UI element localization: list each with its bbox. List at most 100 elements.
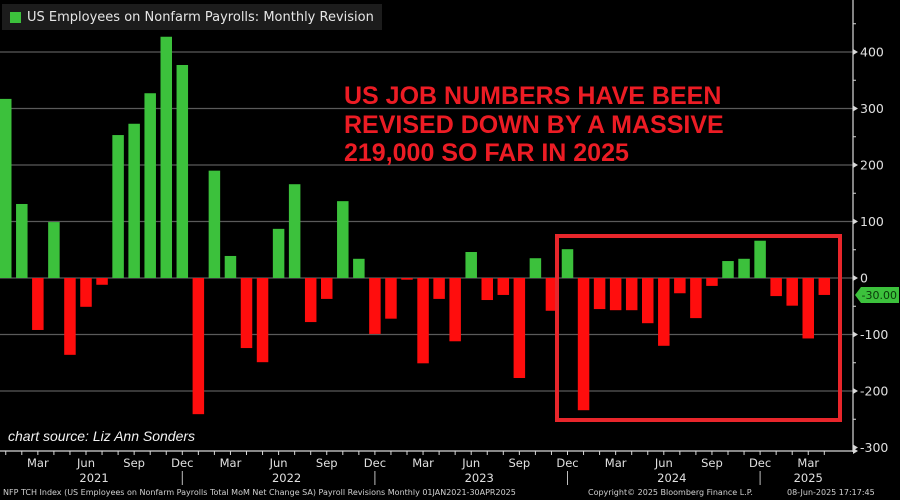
legend-swatch-icon <box>10 11 21 23</box>
x-year-label: 2022 <box>272 471 301 485</box>
x-tick-label: Sep <box>123 456 145 470</box>
last-value-badge: -30.00 <box>855 287 899 303</box>
bar-aug-2022 <box>304 278 317 323</box>
y-tick-label: -300 <box>860 440 888 455</box>
bar-jul-2022 <box>288 184 301 278</box>
tick-arrow-icon <box>853 49 858 55</box>
chart-source-label: chart source: Liz Ann Sonders <box>8 428 196 444</box>
footer-index-description: NFP TCH Index (US Employees on Nonfarm P… <box>3 488 516 497</box>
bar-jul-2021 <box>96 278 108 285</box>
y-tick-label: 200 <box>860 158 884 173</box>
bar-mar-2023 <box>417 278 429 364</box>
x-tick-label: Dec <box>749 456 771 470</box>
bar-jan-2024 <box>577 278 590 411</box>
tick-arrow-icon <box>853 162 858 168</box>
x-tick-label: Sep <box>509 456 531 470</box>
bar-oct-2021 <box>144 93 156 279</box>
legend: US Employees on Nonfarm Payrolls: Monthl… <box>2 4 382 30</box>
bar-jun-2023 <box>465 252 477 278</box>
bar-mar-2022 <box>224 255 237 278</box>
x-year-label: 2021 <box>79 471 108 485</box>
bar-feb-2023 <box>401 278 413 280</box>
bar-mar-2021 <box>32 278 44 330</box>
tick-arrow-icon <box>853 275 858 281</box>
footer-copyright: Copyright© 2025 Bloomberg Finance L.P. <box>588 488 753 497</box>
x-tick-label: Mar <box>27 456 49 470</box>
bar-jun-2021 <box>80 278 92 307</box>
bar-mar-2025 <box>802 278 814 339</box>
x-year-label: 2025 <box>794 471 823 485</box>
x-tick-label: Mar <box>412 456 434 470</box>
bar-jul-2023 <box>481 278 493 301</box>
bar-aug-2023 <box>497 278 510 295</box>
bar-nov-2024 <box>738 258 750 278</box>
bar-jan-2023 <box>385 278 397 319</box>
bar-jan-2022 <box>192 278 205 415</box>
bar-aug-2021 <box>112 135 124 278</box>
bar-aug-2024 <box>690 278 702 319</box>
highlight-box <box>555 234 842 422</box>
bar-dec-2021 <box>176 64 189 279</box>
bar-apr-2025 <box>818 278 831 295</box>
x-tick-label: Dec <box>171 456 193 470</box>
x-tick-label: Jun <box>76 456 95 470</box>
bar-apr-2022 <box>240 278 253 349</box>
bar-nov-2023 <box>545 278 558 311</box>
bar-dec-2023 <box>561 249 574 278</box>
bar-oct-2022 <box>337 201 349 278</box>
x-tick-label: Mar <box>605 456 627 470</box>
highlight-rectangle <box>555 234 842 422</box>
bar-apr-2024 <box>625 278 638 311</box>
bar-feb-2024 <box>593 278 606 310</box>
bar-sep-2022 <box>321 278 333 299</box>
bar-oct-2023 <box>529 258 542 278</box>
x-tick-label: Jun <box>269 456 288 470</box>
y-tick-label: -200 <box>860 384 888 399</box>
x-tick-label: Dec <box>556 456 578 470</box>
x-tick-label: Sep <box>316 456 338 470</box>
bar-jun-2024 <box>658 278 670 346</box>
x-year-label: 2024 <box>657 471 686 485</box>
bars <box>0 36 831 415</box>
x-year-label: 2023 <box>465 471 494 485</box>
bar-dec-2022 <box>369 278 381 334</box>
bar-feb-2022 <box>208 170 221 278</box>
bar-dec-2024 <box>754 240 766 278</box>
bar-jul-2024 <box>674 278 686 294</box>
bar-sep-2024 <box>706 278 718 286</box>
y-tick-label: 100 <box>860 214 884 229</box>
bar-feb-2021 <box>16 203 28 278</box>
bar-jan-2025 <box>770 278 782 297</box>
bar-may-2022 <box>256 278 269 363</box>
x-tick-label: Jun <box>461 456 480 470</box>
x-axis: Mar Jun Sep Dec Mar Jun Sep Dec Mar Jun Sep Dec Mar J… <box>0 448 858 485</box>
tick-arrow-icon <box>853 105 858 112</box>
bar-apr-2023 <box>433 278 445 299</box>
x-tick-label: Sep <box>701 456 723 470</box>
bar-nov-2021 <box>160 36 172 279</box>
y-axis: 400 300 200 100 0 -100 -200 -300 <box>852 0 888 455</box>
y-tick-label: 400 <box>860 45 884 60</box>
y-tick-label: 300 <box>860 101 884 116</box>
bar-mar-2024 <box>609 278 622 311</box>
bar-jun-2022 <box>272 228 285 278</box>
footer: NFP TCH Index (US Employees on Nonfarm P… <box>0 488 900 500</box>
x-tick-label: Jun <box>654 456 673 470</box>
bar-feb-2025 <box>786 278 798 306</box>
x-tick-label: Mar <box>797 456 819 470</box>
bar-oct-2024 <box>722 261 734 278</box>
footer-timestamp: 08-Jun-2025 17:17:45 <box>787 488 875 497</box>
bar-apr-2021 <box>48 222 60 278</box>
bar-may-2024 <box>642 278 654 324</box>
bar-jan-2021 <box>0 98 12 279</box>
bar-nov-2022 <box>353 258 365 278</box>
tick-arrow-icon <box>853 388 858 394</box>
y-tick-label: 0 <box>860 271 868 286</box>
bar-sep-2023 <box>513 278 526 379</box>
headline-annotation: US JOB NUMBERS HAVE BEEN REVISED DOWN BY… <box>344 82 724 167</box>
bar-may-2023 <box>449 278 461 342</box>
x-tick-label: Mar <box>220 456 242 470</box>
legend-label: US Employees on Nonfarm Payrolls: Monthl… <box>27 9 374 25</box>
bar-may-2021 <box>64 278 76 355</box>
